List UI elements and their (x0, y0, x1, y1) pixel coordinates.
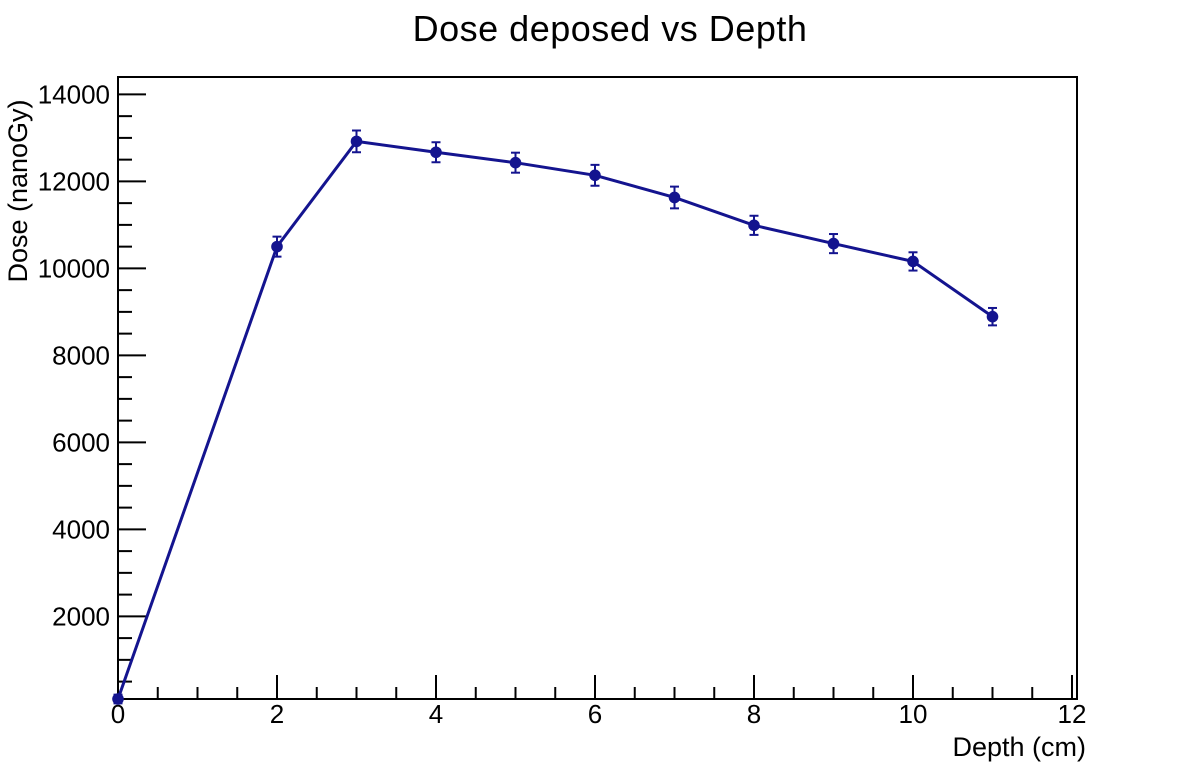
x-tick-label-4: 4 (429, 699, 443, 729)
x-tick-label-2: 2 (270, 699, 284, 729)
x-tick-label-6: 6 (588, 699, 602, 729)
data-point-6 (589, 169, 601, 182)
x-tick-label-8: 8 (747, 699, 761, 729)
x-tick-label-10: 10 (899, 699, 928, 729)
x-tick-label-12: 12 (1058, 699, 1087, 729)
plot-frame (117, 76, 1078, 700)
data-point-3 (350, 135, 363, 148)
data-point-7 (668, 191, 681, 204)
data-point-4 (430, 146, 442, 159)
data-point-5 (509, 156, 522, 169)
y-axis-label: Dose (nanoGy) (3, 99, 33, 283)
y-tick-label-6000: 6000 (52, 427, 110, 457)
y-tick-label-8000: 8000 (52, 340, 110, 370)
y-tick-label-10000: 10000 (38, 253, 110, 283)
y-tick-label-4000: 4000 (52, 514, 110, 544)
data-line (116, 139, 994, 700)
data-point-8 (748, 219, 760, 232)
y-tick-label-12000: 12000 (38, 166, 110, 196)
data-point-10 (907, 255, 919, 268)
y-tick-label-14000: 14000 (38, 79, 110, 109)
data-point-2 (271, 240, 283, 253)
data-point-11 (986, 310, 999, 323)
x-axis-label: Depth (cm) (952, 732, 1086, 762)
x-tick-label-0: 0 (111, 699, 125, 729)
data-point-0 (112, 693, 124, 705)
chart-title: Dose deposed vs Depth (412, 8, 808, 49)
data-point-9 (827, 237, 840, 250)
y-tick-label-2000: 2000 (52, 601, 110, 631)
